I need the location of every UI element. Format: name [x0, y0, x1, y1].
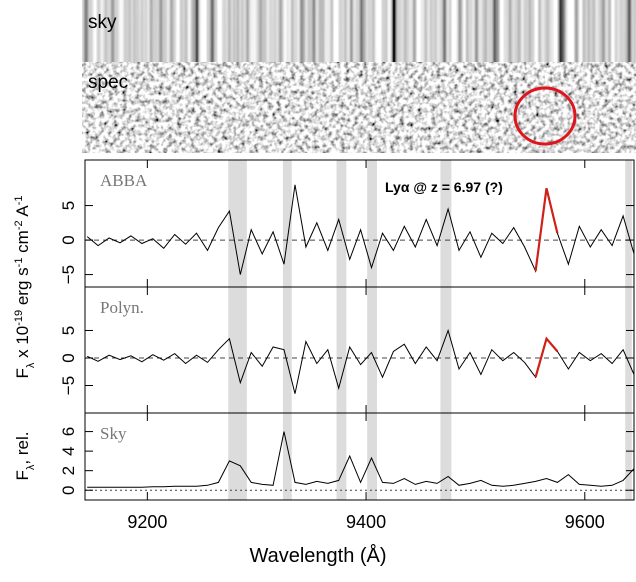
shaded-band [336, 160, 347, 287]
spectrum-line [534, 188, 559, 272]
shaded-band [367, 160, 377, 287]
annotation: Lyα @ z = 6.97 (?) [385, 179, 503, 195]
y-tick-label: 5 [59, 326, 78, 335]
x-tick-label: 9200 [127, 512, 167, 532]
y-axis-label-part: x 10 [13, 326, 32, 363]
shaded-band [367, 287, 377, 413]
panel-title: Sky [100, 424, 127, 443]
strip-label: spec [88, 72, 128, 93]
y-tick-label: 0 [59, 485, 78, 494]
shaded-band [440, 413, 452, 500]
shaded-band [440, 160, 452, 287]
x-axis-label: Wavelength (Å) [249, 544, 386, 567]
shaded-band [625, 160, 632, 287]
spectrum-line [87, 431, 634, 488]
shaded-band [228, 413, 247, 500]
spectrum-line [86, 328, 634, 394]
y-tick-label: 6 [59, 427, 78, 436]
panel-title: ABBA [100, 171, 148, 190]
panel: 0 2 4 6 Sky [59, 412, 635, 501]
shaded-band [625, 413, 632, 500]
y-axis-label-part: , rel. [13, 432, 32, 465]
spectrum-line [86, 184, 634, 275]
shaded-band [282, 413, 292, 500]
y-axis-label-part: F [13, 470, 32, 480]
y-tick-label: 5 [59, 201, 78, 210]
shaded-band [336, 413, 347, 500]
y-axis-label: Fλ x 10-19 erg s-1 cm-2 A-1 [13, 195, 37, 378]
y-axis-label-part: F [13, 368, 32, 378]
y-axis-label-part: erg s [13, 267, 32, 310]
spec-strip [82, 62, 636, 153]
panel-frame [84, 159, 635, 288]
y-axis-label-part: -1 [13, 258, 25, 268]
panel-frame [84, 286, 635, 414]
y-axis-label-part: λ [25, 464, 37, 470]
y-axis-label-part: λ [25, 362, 37, 368]
shaded-band [282, 287, 292, 413]
x-tick-label: 9600 [565, 512, 605, 532]
y-tick-label: −5 [59, 265, 78, 284]
y-axis-label-part: -1 [13, 195, 25, 205]
y-tick-label: 0 [59, 353, 78, 362]
panel-title: Polyn. [100, 298, 144, 317]
y-axis-label-part: cm [13, 230, 32, 257]
y-axis-label-part: -19 [13, 310, 25, 326]
highlight-circle [513, 86, 577, 146]
y-tick-label: 4 [59, 446, 78, 455]
panel-frame [84, 412, 635, 501]
shaded-band [440, 287, 452, 413]
shaded-band [336, 287, 347, 413]
y-tick-label: 0 [59, 235, 78, 244]
y-axis-label-part: A [13, 205, 32, 221]
sky-strip [82, 0, 636, 62]
shaded-band [282, 160, 292, 287]
shaded-band [367, 413, 377, 500]
shaded-band [625, 287, 632, 413]
y-axis-label: Fλ, rel. [13, 432, 37, 481]
panel: −5 0 5 ABBA Lyα @ z = 6.97 (?) [59, 159, 635, 288]
x-tick-label: 9400 [346, 512, 386, 532]
y-axis-label-part: -2 [13, 220, 25, 230]
spectrum-line [534, 336, 559, 378]
y-tick-label: −5 [59, 376, 78, 395]
strip-label: sky [88, 12, 117, 33]
shaded-band [228, 287, 247, 413]
y-tick-label: 2 [59, 466, 78, 475]
panel: −5 0 5 Polyn. [59, 286, 635, 414]
shaded-band [228, 160, 247, 287]
